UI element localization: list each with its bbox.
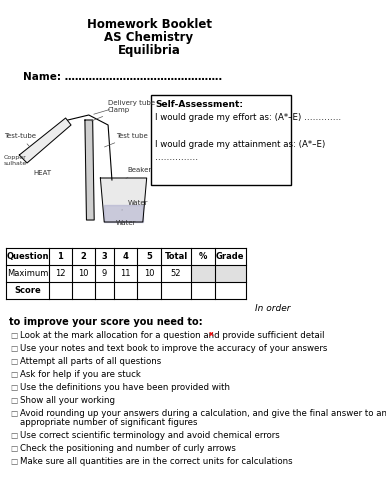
Text: 12: 12 bbox=[55, 269, 66, 278]
Text: Name: ……………………………………….: Name: ………………………………………. bbox=[23, 72, 223, 82]
Text: Water: Water bbox=[122, 200, 148, 210]
Polygon shape bbox=[85, 120, 94, 220]
Polygon shape bbox=[19, 118, 71, 163]
Text: Attempt all parts of all questions: Attempt all parts of all questions bbox=[20, 357, 161, 366]
Text: Copper
sulhate: Copper sulhate bbox=[4, 155, 27, 166]
Text: Test-tube: Test-tube bbox=[4, 133, 36, 146]
Text: □: □ bbox=[10, 344, 17, 353]
Text: Avoid rounding up your answers during a calculation, and give the final answer t: Avoid rounding up your answers during a … bbox=[20, 409, 386, 418]
Bar bbox=[215, 265, 245, 282]
Text: Water: Water bbox=[116, 220, 136, 226]
Text: 52: 52 bbox=[171, 269, 181, 278]
Text: 1: 1 bbox=[57, 252, 63, 261]
Text: AS Chemistry: AS Chemistry bbox=[105, 31, 193, 44]
Text: □: □ bbox=[10, 409, 17, 418]
Text: Delivery tube: Delivery tube bbox=[94, 100, 155, 114]
Text: to improve your score you need to:: to improve your score you need to: bbox=[9, 317, 203, 327]
Text: Beaker: Beaker bbox=[126, 167, 152, 178]
Text: HEAT: HEAT bbox=[34, 170, 51, 176]
Text: Make sure all quantities are in the correct units for calculations: Make sure all quantities are in the corr… bbox=[20, 457, 293, 466]
Text: 10: 10 bbox=[144, 269, 154, 278]
Text: Clamp: Clamp bbox=[91, 107, 130, 121]
Text: Question: Question bbox=[6, 252, 49, 261]
Text: Self-Assessment:: Self-Assessment: bbox=[155, 100, 243, 109]
Bar bbox=[151, 95, 291, 185]
Text: Test tube: Test tube bbox=[105, 133, 147, 147]
Text: 11: 11 bbox=[120, 269, 131, 278]
Text: I would grade my attainment as: (A*–E): I would grade my attainment as: (A*–E) bbox=[155, 140, 325, 149]
Text: □: □ bbox=[10, 396, 17, 405]
Text: In order: In order bbox=[255, 304, 290, 313]
Text: □: □ bbox=[10, 383, 17, 392]
Polygon shape bbox=[104, 205, 143, 222]
Text: Grade: Grade bbox=[216, 252, 244, 261]
Text: 4: 4 bbox=[123, 252, 129, 261]
Text: □: □ bbox=[10, 357, 17, 366]
Text: Ask for help if you are stuck: Ask for help if you are stuck bbox=[20, 370, 141, 379]
Text: Check the positioning and number of curly arrows: Check the positioning and number of curl… bbox=[20, 444, 236, 453]
Text: 3: 3 bbox=[102, 252, 107, 261]
Text: appropriate number of significant figures: appropriate number of significant figure… bbox=[20, 418, 198, 427]
Text: Homework Booklet: Homework Booklet bbox=[86, 18, 212, 31]
Text: □: □ bbox=[10, 331, 17, 340]
Text: □: □ bbox=[10, 457, 17, 466]
Text: %: % bbox=[199, 252, 207, 261]
Text: 5: 5 bbox=[146, 252, 152, 261]
Text: Maximum: Maximum bbox=[7, 269, 48, 278]
Polygon shape bbox=[100, 178, 147, 222]
Text: Equilibria: Equilibria bbox=[118, 44, 180, 57]
Text: □: □ bbox=[10, 431, 17, 440]
Text: 10: 10 bbox=[78, 269, 89, 278]
Text: I would grade my effort as: (A*–E) ………….: I would grade my effort as: (A*–E) …………. bbox=[155, 113, 341, 122]
Bar bbox=[191, 265, 215, 282]
Text: Use correct scientific terminology and avoid chemical errors: Use correct scientific terminology and a… bbox=[20, 431, 280, 440]
Text: □: □ bbox=[10, 370, 17, 379]
Text: □: □ bbox=[10, 444, 17, 453]
Text: ……………: …………… bbox=[155, 153, 198, 162]
Text: Show all your working: Show all your working bbox=[20, 396, 115, 405]
Text: Use your notes and text book to improve the accuracy of your answers: Use your notes and text book to improve … bbox=[20, 344, 327, 353]
Text: Total: Total bbox=[164, 252, 188, 261]
Text: 2: 2 bbox=[80, 252, 86, 261]
Text: x: x bbox=[209, 331, 213, 337]
Text: Score: Score bbox=[14, 286, 41, 295]
Text: Use the definitions you have been provided with: Use the definitions you have been provid… bbox=[20, 383, 230, 392]
Text: Look at the mark allocation for a question and provide sufficient detail: Look at the mark allocation for a questi… bbox=[20, 331, 325, 340]
Text: 9: 9 bbox=[102, 269, 107, 278]
